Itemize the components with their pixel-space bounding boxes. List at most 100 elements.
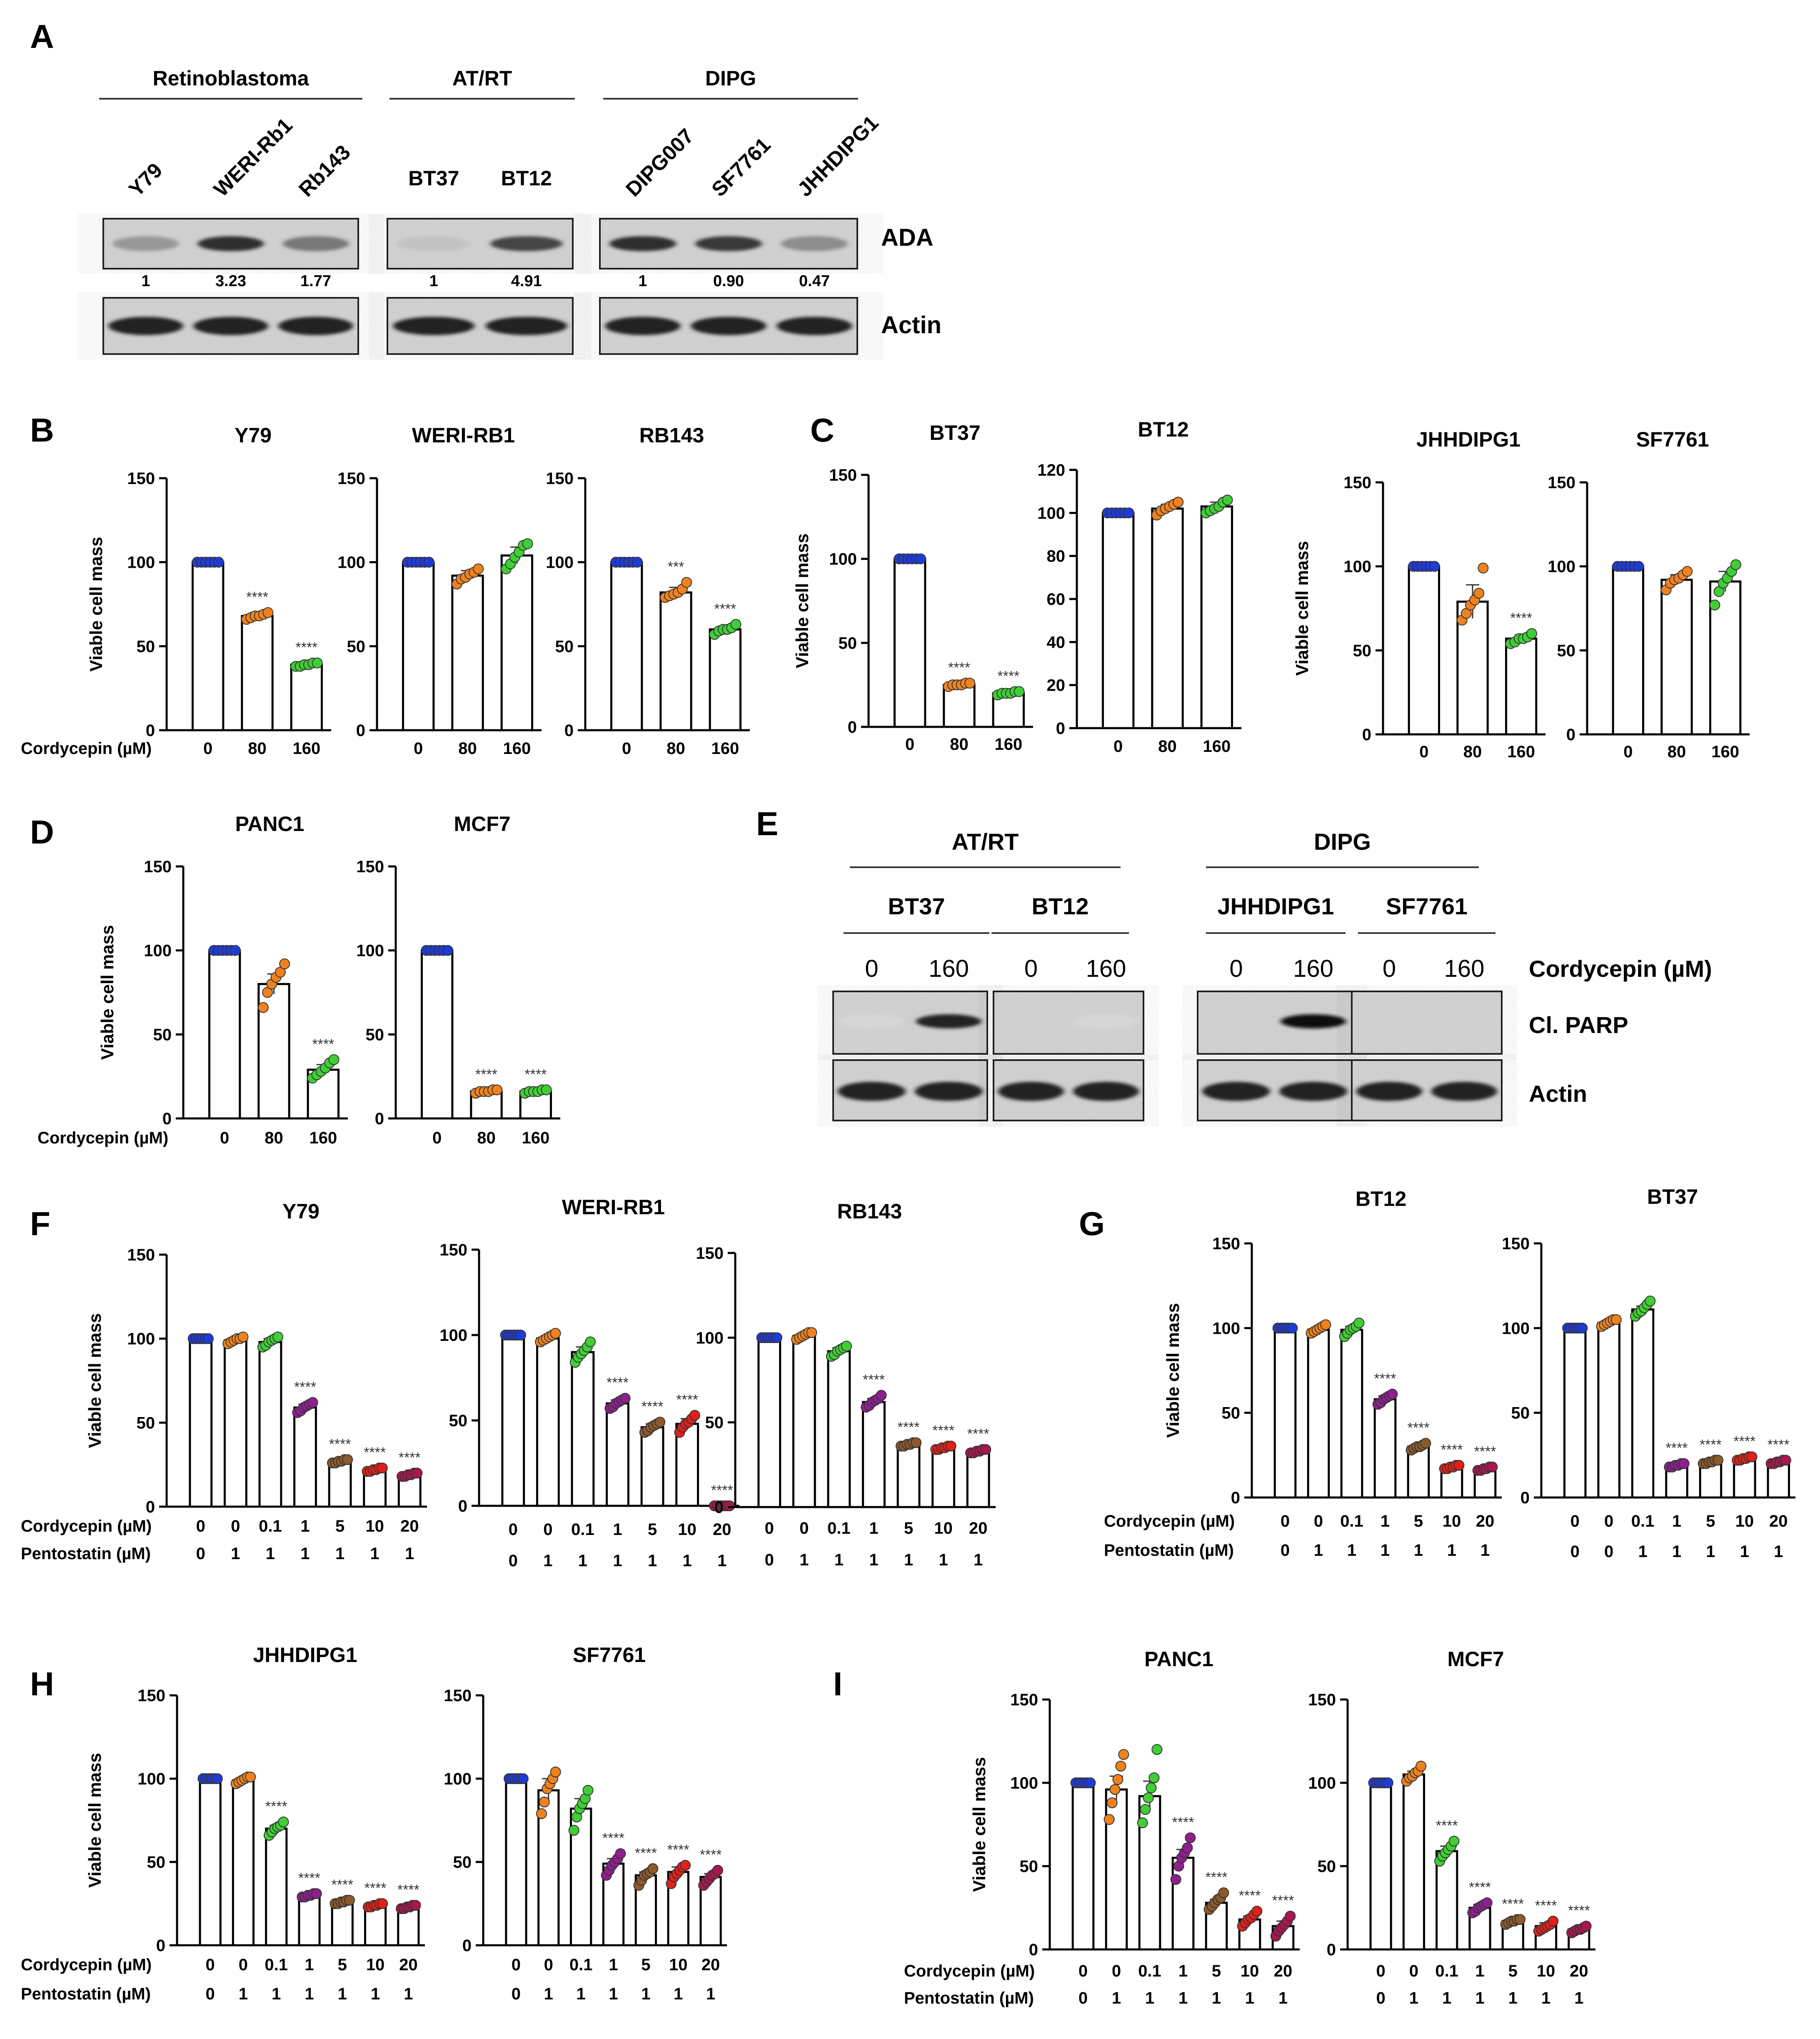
blot-e-cell-label: SF7761	[1386, 893, 1468, 919]
data-point	[582, 1785, 594, 1796]
data-point	[257, 1002, 269, 1013]
x-tick-label: 0	[765, 1519, 774, 1537]
x-tick-label: 1	[544, 1985, 553, 2003]
y-tick-label: 50	[555, 637, 574, 656]
bar	[199, 1777, 222, 1947]
x-tick-label: 1	[609, 1985, 618, 2003]
chart-title: BT37	[929, 421, 980, 444]
data-point	[980, 1444, 991, 1455]
significance-label: ****	[602, 1830, 624, 1846]
y-tick-label: 150	[439, 1241, 467, 1259]
bar	[893, 558, 926, 728]
blot-e-cell-label: BT37	[888, 893, 945, 919]
bar	[241, 615, 274, 731]
significance-label: ****	[1441, 1442, 1463, 1458]
significance-label: ****	[1502, 1896, 1524, 1912]
x-tick-label: 0	[1112, 1962, 1121, 1980]
bar	[1660, 579, 1693, 736]
x-tick-label: 0	[196, 1545, 205, 1563]
x-tick-label: 0	[509, 1552, 518, 1570]
bar	[1563, 1327, 1587, 1499]
y-tick-label: 100	[337, 554, 365, 572]
significance-label: ****	[1535, 1898, 1557, 1914]
blot-e-actin-band	[1202, 1082, 1270, 1101]
y-tick-label: 150	[137, 1687, 165, 1705]
blot-a-actin-band	[393, 317, 475, 335]
x-tick-label: 0	[1079, 1989, 1088, 2007]
data-point	[342, 1454, 353, 1465]
y-tick-label: 0	[156, 1937, 165, 1955]
x-tick-label: 1	[404, 1985, 413, 2003]
significance-label: ****	[364, 1880, 387, 1896]
y-tick-label: 0	[1056, 719, 1065, 738]
y-tick-label: 120	[1037, 461, 1065, 479]
blot-e-parp-band	[916, 1014, 982, 1028]
blot-e-actin-band	[1431, 1082, 1498, 1101]
blot-a-lane-label: Rb143	[294, 140, 355, 201]
y-tick-label: 0	[375, 1110, 384, 1128]
bar	[537, 1789, 560, 1947]
x-tick-label: 0.1	[1138, 1962, 1161, 1980]
x-tick-label: 0	[1419, 743, 1428, 761]
y-tick-label: 0	[1327, 1941, 1336, 1959]
y-tick-label: 100	[1548, 558, 1575, 576]
significance-label: ****	[1666, 1440, 1688, 1456]
chart-title: BT37	[1647, 1185, 1698, 1208]
data-point	[1577, 1323, 1588, 1334]
bar	[862, 1401, 886, 1508]
data-point	[1109, 1784, 1121, 1795]
bar-chart-C-jhhdipg1: JHHDIPG1 0 50 100 150 Viable cell mass **** 0 80…	[1292, 428, 1545, 761]
x-tick-label: 20	[1274, 1962, 1293, 1980]
y-tick-label: 150	[546, 469, 574, 488]
y-tick-label: 50	[347, 637, 366, 656]
y-axis-label: Viable cell mass	[969, 1757, 989, 1892]
x-tick-label: 1	[1740, 1542, 1749, 1561]
significance-label: ****	[1510, 610, 1532, 626]
x-tick-label: 0	[1281, 1512, 1290, 1530]
y-tick-label: 80	[1047, 547, 1066, 566]
blot-e-dose-label: 160	[1293, 955, 1333, 982]
y-tick-label: 50	[1222, 1404, 1241, 1423]
data-point	[1713, 586, 1725, 597]
data-point	[681, 577, 692, 588]
x-tick-label: 5	[1706, 1512, 1715, 1530]
data-point	[1780, 1455, 1791, 1466]
x-tick-label: 0	[512, 1956, 521, 1974]
blot-a-quant-value: 1.77	[300, 272, 331, 290]
data-point	[876, 1390, 887, 1401]
data-point	[1218, 1887, 1229, 1898]
data-point	[806, 1327, 817, 1338]
blot-e-group-label: AT/RT	[952, 829, 1019, 855]
significance-label: ****	[295, 640, 317, 656]
blot-a-quant-value: 3.23	[215, 272, 246, 290]
blot-e-dose-label: 160	[929, 955, 969, 982]
y-tick-label: 100	[144, 942, 172, 960]
blot-a-ada-band	[112, 236, 179, 251]
significance-label: ****	[1700, 1437, 1722, 1453]
significance-label: ****	[1469, 1879, 1491, 1895]
x-tick-label: 1	[799, 1551, 809, 1569]
y-tick-label: 100	[1037, 504, 1065, 522]
chart-title: JHHDIPG1	[253, 1643, 357, 1667]
bar-chart-C-bt12: BT12 0 20 40 60 80 100 120 0 80 160	[1037, 418, 1241, 756]
y-tick-label: 0	[1231, 1489, 1240, 1507]
data-point	[1287, 1323, 1298, 1334]
y-tick-label: 150	[444, 1687, 472, 1705]
data-point	[442, 945, 453, 956]
x-row-label: Cordycepin (µM)	[21, 739, 152, 758]
blot-a-quant-value: 1	[429, 272, 438, 290]
x-tick-label: 0	[231, 1517, 240, 1535]
bar	[501, 1334, 525, 1507]
data-point	[771, 1332, 782, 1343]
x-tick-label: 10	[366, 1956, 385, 1974]
significance-label: ****	[1474, 1444, 1496, 1460]
blot-a-lane-label: JHHDIPG1	[793, 111, 883, 201]
y-tick-label: 0	[462, 1937, 472, 1955]
x-tick-label: 20	[1769, 1512, 1788, 1530]
x-tick-label: 10	[1537, 1962, 1555, 1980]
data-point	[237, 1331, 249, 1343]
blot-a-antibody-label: ADA	[881, 224, 934, 251]
x-tick-label: 80	[477, 1129, 496, 1147]
significance-label: ****	[265, 1799, 287, 1814]
